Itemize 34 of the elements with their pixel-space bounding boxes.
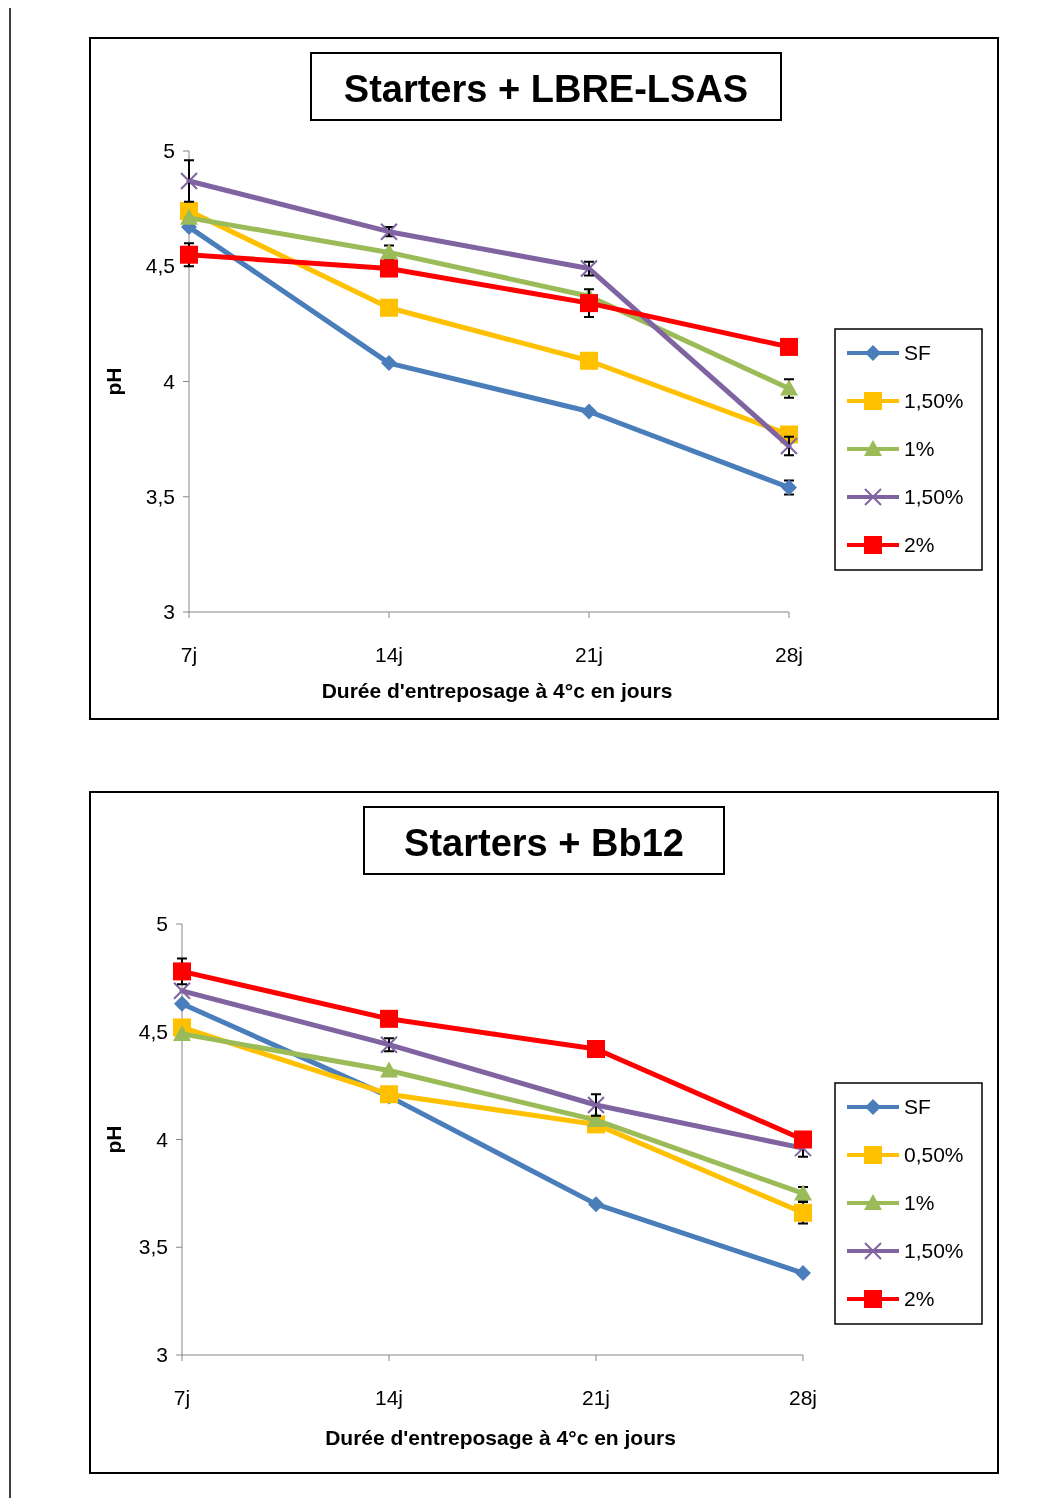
legend-label: SF bbox=[904, 1095, 931, 1118]
chart-title: Starters + Bb12 bbox=[404, 822, 684, 864]
y-tick-label: 4 bbox=[156, 1127, 169, 1151]
legend-label: 1,50% bbox=[904, 485, 964, 508]
y-tick-label: 4,5 bbox=[145, 254, 175, 278]
y-tick-label: 3 bbox=[163, 600, 175, 623]
x-axis-title: Durée d'entreposage à 4°c en jours bbox=[321, 679, 673, 702]
y-tick-label: 3,5 bbox=[138, 1235, 168, 1259]
legend-label: 0,50% bbox=[904, 1143, 964, 1166]
y-axis-title: pH bbox=[102, 367, 125, 396]
legend-label: SF bbox=[904, 341, 931, 364]
legend-label: 1% bbox=[904, 437, 935, 460]
x-tick-label: 21j bbox=[581, 1386, 611, 1409]
legend-label: 2% bbox=[904, 533, 935, 556]
y-axis-title: pH bbox=[102, 1125, 125, 1154]
y-tick-label: 3,5 bbox=[145, 484, 175, 508]
x-tick-label: 28j bbox=[774, 643, 804, 666]
x-tick-label: 21j bbox=[574, 643, 604, 666]
x-axis-title: Durée d'entreposage à 4°c en jours bbox=[325, 1426, 676, 1449]
x-tick-label: 14j bbox=[374, 1386, 404, 1409]
x-tick-label: 14j bbox=[374, 643, 404, 666]
y-tick-label: 4,5 bbox=[138, 1019, 168, 1043]
y-tick-label: 5 bbox=[163, 139, 175, 162]
x-tick-label: 7j bbox=[173, 1386, 191, 1409]
legend-label: 2% bbox=[904, 1287, 935, 1310]
x-tick-label: 7j bbox=[180, 643, 198, 666]
y-tick-label: 4 bbox=[163, 369, 176, 393]
legend-label: 1,50% bbox=[904, 389, 964, 412]
y-tick-label: 3 bbox=[156, 1343, 168, 1366]
legend-label: 1% bbox=[904, 1191, 935, 1214]
x-tick-label: 28j bbox=[788, 1386, 818, 1409]
legend-label: 1,50% bbox=[904, 1239, 964, 1262]
y-tick-label: 5 bbox=[156, 912, 168, 935]
chart-title: Starters + LBRE-LSAS bbox=[343, 68, 749, 110]
